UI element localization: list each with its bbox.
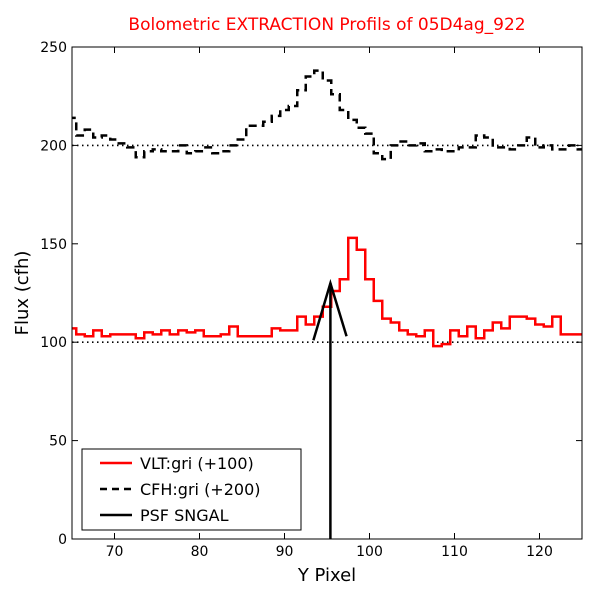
legend-label-2: PSF SNGAL bbox=[140, 506, 229, 525]
legend-label-0: VLT:gri (+100) bbox=[140, 454, 254, 473]
reference-lines bbox=[72, 144, 582, 344]
x-tick-label: 120 bbox=[526, 544, 553, 560]
y-tick-label: 200 bbox=[40, 138, 67, 154]
series-line-vlt-gri bbox=[72, 236, 582, 348]
y-axis: 0 50 100 150 200 250 bbox=[40, 40, 582, 548]
psf-sngal-marker bbox=[312, 278, 348, 539]
chart-title: Bolometric EXTRACTION Profils of 05D4ag_… bbox=[128, 15, 525, 35]
psf-marker-head bbox=[312, 278, 348, 341]
x-axis-label: Y Pixel bbox=[297, 565, 356, 586]
x-tick-label: 110 bbox=[441, 544, 468, 560]
x-tick-label: 70 bbox=[106, 544, 124, 560]
x-tick-label: 90 bbox=[276, 544, 294, 560]
y-tick-label: 50 bbox=[49, 434, 67, 450]
series-line-cfh-gri bbox=[72, 69, 582, 161]
x-tick-label: 80 bbox=[191, 544, 209, 560]
y-axis-label: Flux (cfh) bbox=[12, 251, 33, 336]
series-layer bbox=[72, 69, 582, 539]
y-tick-label: 250 bbox=[40, 40, 67, 56]
y-tick-label: 100 bbox=[40, 335, 67, 351]
y-tick-label: 0 bbox=[58, 532, 67, 548]
plot-area-frame bbox=[71, 46, 583, 540]
x-axis: 70 80 90 100 110 120 bbox=[106, 47, 553, 560]
y-tick-label: 150 bbox=[40, 237, 67, 253]
x-tick-label: 100 bbox=[356, 544, 383, 560]
legend: VLT:gri (+100) CFH:gri (+200) PSF SNGAL bbox=[81, 448, 302, 531]
legend-label-1: CFH:gri (+200) bbox=[140, 480, 261, 499]
